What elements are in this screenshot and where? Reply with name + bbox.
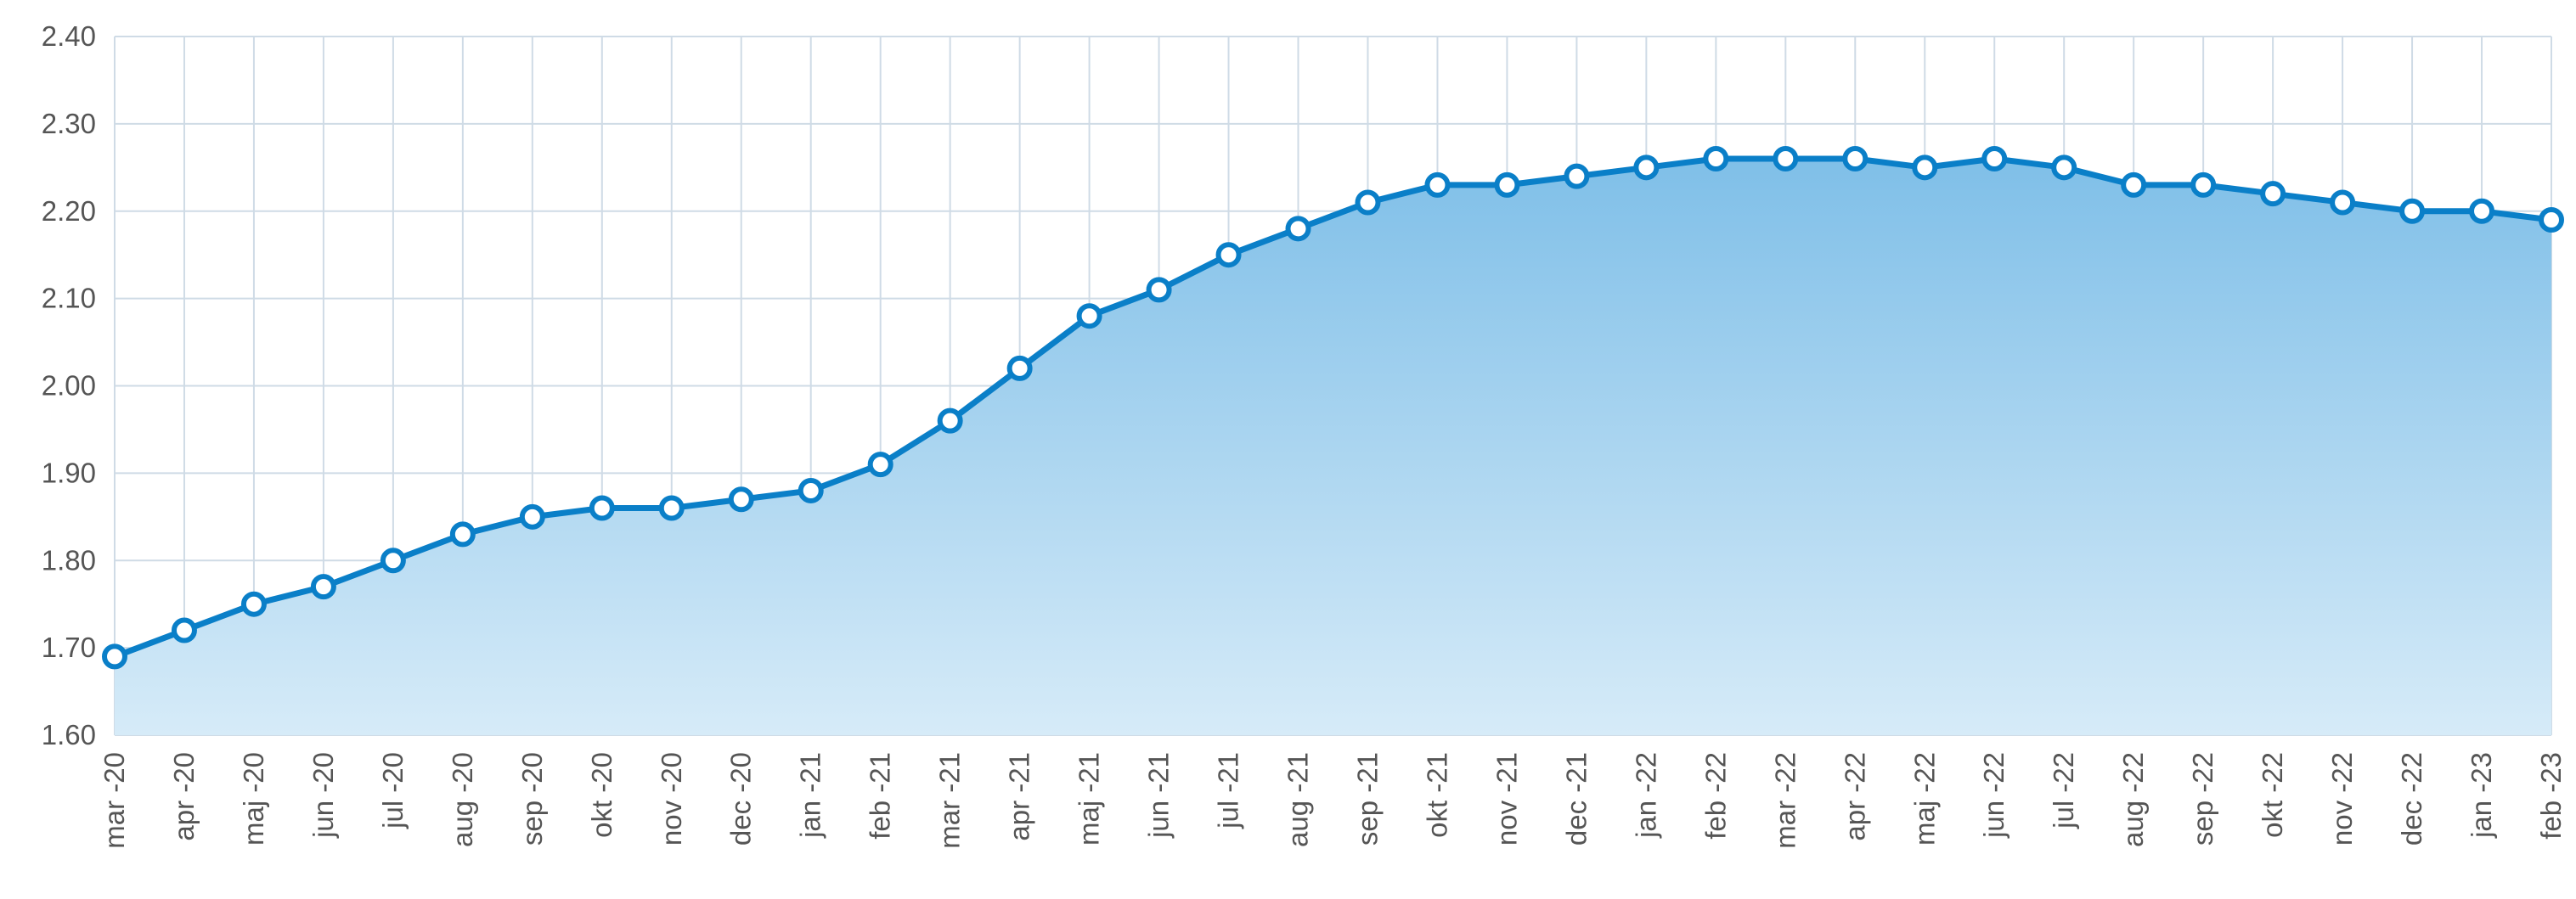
point bbox=[798, 477, 824, 503]
point bbox=[658, 495, 685, 521]
x-tick-label: nov -22 bbox=[2326, 752, 2358, 846]
y-tick-label: 1.60 bbox=[42, 719, 96, 750]
x-tick-label: okt -21 bbox=[1421, 752, 1452, 838]
y-tick-label: 2.20 bbox=[42, 195, 96, 227]
x-tick-label: nov -21 bbox=[1491, 752, 1522, 846]
x-tick-label: maj -22 bbox=[1908, 752, 1940, 846]
y-tick-label: 1.80 bbox=[42, 544, 96, 576]
x-tick-label: dec -21 bbox=[1560, 752, 1592, 846]
plot bbox=[102, 146, 2564, 735]
x-tick-label: okt -20 bbox=[586, 752, 617, 838]
x-tick-label: jul -21 bbox=[1213, 752, 1244, 829]
x-tick-label: sep -22 bbox=[2187, 752, 2218, 846]
point bbox=[1355, 189, 1381, 216]
x-tick-label: feb -22 bbox=[1699, 752, 1731, 840]
point bbox=[2260, 181, 2286, 207]
x-tick-label: jun -21 bbox=[1143, 752, 1175, 839]
x-tick-label: jun -20 bbox=[307, 752, 339, 839]
x-tick-label: mar -22 bbox=[1769, 752, 1801, 849]
x-tick-label: jul -20 bbox=[377, 752, 409, 829]
point bbox=[867, 452, 893, 478]
x-tick-label: feb -21 bbox=[865, 752, 896, 840]
x-tick-label: jan -21 bbox=[795, 752, 826, 839]
x-tick-label: jan -23 bbox=[2466, 752, 2497, 839]
x-tick-label: maj -20 bbox=[238, 752, 269, 846]
point bbox=[2539, 207, 2564, 233]
y-tick-label: 2.40 bbox=[42, 20, 96, 52]
x-tick-label: nov -20 bbox=[656, 752, 687, 846]
point bbox=[171, 617, 197, 643]
x-tick-label: apr -22 bbox=[1839, 752, 1870, 841]
x-tick-label: aug -20 bbox=[447, 752, 478, 847]
point bbox=[1633, 155, 1660, 181]
y-tick-label: 1.90 bbox=[42, 457, 96, 488]
point bbox=[1424, 171, 1451, 198]
x-tick-label: dec -22 bbox=[2396, 752, 2427, 846]
point bbox=[1703, 146, 1729, 172]
point bbox=[1773, 146, 1799, 172]
point bbox=[1146, 277, 1172, 303]
x-tick-label: maj -21 bbox=[1074, 752, 1105, 846]
y-tick-label: 1.70 bbox=[42, 632, 96, 663]
point bbox=[240, 591, 267, 617]
labels: 1.60 1.70 1.80 1.90 2.00 2.10 2.20 2.30 2.40 mar … bbox=[42, 20, 2567, 849]
point bbox=[310, 574, 336, 600]
point bbox=[1006, 355, 1033, 381]
area bbox=[115, 159, 2551, 735]
point bbox=[1076, 303, 1102, 329]
x-tick-label: jul -22 bbox=[2048, 752, 2079, 829]
point bbox=[449, 521, 476, 548]
point bbox=[1564, 163, 1590, 189]
y-tick-label: 2.00 bbox=[42, 370, 96, 402]
y-tick-label: 2.30 bbox=[42, 108, 96, 139]
point bbox=[728, 486, 754, 513]
point bbox=[1981, 146, 2008, 172]
x-tick-label: jan -22 bbox=[1630, 752, 1661, 839]
point bbox=[2399, 198, 2426, 224]
point bbox=[1285, 216, 1311, 242]
point bbox=[589, 495, 615, 521]
x-tick-label: feb -23 bbox=[2535, 752, 2567, 840]
point bbox=[1215, 242, 1242, 268]
x-tick-label: dec -20 bbox=[725, 752, 757, 846]
x-tick-label: sep -20 bbox=[516, 752, 548, 846]
point bbox=[2330, 189, 2356, 216]
point bbox=[380, 548, 406, 574]
y-tick-label: 2.10 bbox=[42, 283, 96, 314]
point bbox=[2469, 198, 2495, 224]
point bbox=[2121, 171, 2147, 198]
x-tick-label: aug -21 bbox=[1282, 752, 1314, 847]
x-tick-label: apr -20 bbox=[168, 752, 200, 841]
x-tick-label: aug -22 bbox=[2117, 752, 2149, 847]
point bbox=[1494, 171, 1520, 198]
point bbox=[2051, 155, 2077, 181]
x-tick-label: mar -20 bbox=[99, 752, 130, 849]
point bbox=[2190, 171, 2217, 198]
point bbox=[519, 503, 545, 530]
x-tick-label: mar -21 bbox=[934, 752, 966, 849]
x-tick-label: apr -21 bbox=[1004, 752, 1035, 841]
point bbox=[1912, 155, 1938, 181]
point bbox=[102, 643, 127, 670]
x-tick-label: jun -22 bbox=[1978, 752, 2010, 839]
x-tick-label: okt -22 bbox=[2257, 752, 2288, 838]
point bbox=[937, 407, 963, 434]
point bbox=[1842, 146, 1869, 172]
x-tick-label: sep -21 bbox=[1351, 752, 1383, 846]
